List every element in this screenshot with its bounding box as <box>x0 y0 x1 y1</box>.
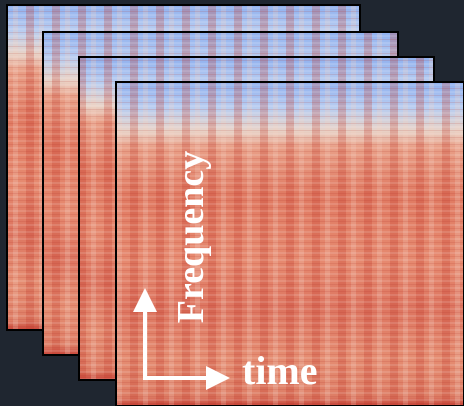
time-label: time <box>242 348 318 393</box>
figure: Frequency time <box>0 0 464 406</box>
frequency-label: Frequency <box>170 151 212 323</box>
